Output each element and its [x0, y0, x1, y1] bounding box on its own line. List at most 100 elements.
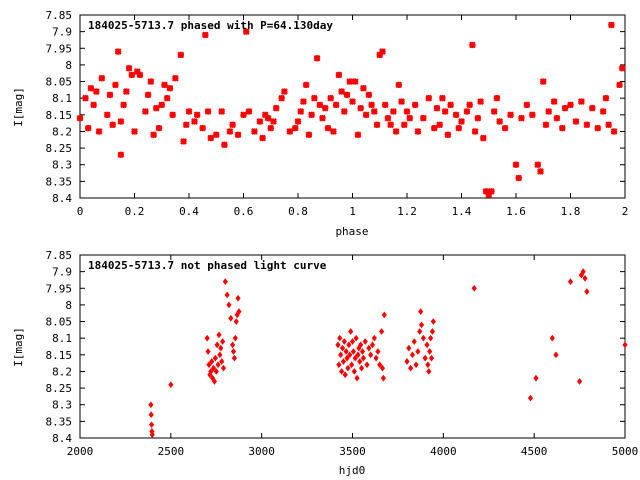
data-point	[232, 334, 238, 342]
data-point	[553, 114, 561, 122]
data-point	[349, 98, 356, 105]
y-axis-label: I[mag]	[12, 87, 25, 127]
data-point	[149, 431, 155, 439]
data-point	[230, 348, 237, 355]
data-point	[286, 128, 294, 135]
data-point	[212, 354, 218, 362]
data-point	[380, 374, 386, 382]
data-point	[216, 331, 222, 339]
data-point	[349, 361, 355, 369]
data-point	[161, 81, 168, 89]
data-point	[429, 328, 436, 335]
data-point	[471, 128, 479, 135]
data-point	[321, 104, 329, 112]
data-point	[507, 111, 514, 119]
data-point	[493, 94, 501, 102]
x-tick-label: 3500	[339, 445, 366, 458]
data-point	[208, 368, 214, 375]
data-point	[84, 124, 92, 132]
data-point	[87, 84, 95, 92]
data-point	[588, 104, 596, 112]
data-point	[305, 131, 313, 139]
x-tick-label: 0.8	[288, 205, 308, 218]
data-point	[327, 94, 335, 102]
data-point	[120, 101, 127, 109]
data-point	[357, 358, 363, 365]
data-point	[341, 338, 347, 345]
data-point	[354, 374, 360, 382]
data-point	[148, 411, 154, 419]
data-point	[351, 368, 357, 375]
data-point	[533, 374, 539, 382]
data-point	[384, 114, 392, 122]
data-point	[362, 111, 370, 119]
data-point	[359, 364, 365, 372]
data-point	[185, 108, 193, 115]
data-point	[125, 64, 133, 72]
data-point	[191, 118, 198, 125]
data-point	[109, 121, 117, 129]
data-point	[217, 351, 223, 359]
data-point	[357, 104, 364, 112]
data-point	[210, 364, 217, 372]
data-point	[251, 128, 258, 135]
data-point	[368, 351, 374, 359]
data-point	[471, 284, 477, 292]
data-point	[261, 111, 269, 119]
data-point	[376, 51, 384, 59]
data-point	[346, 78, 354, 85]
data-point	[370, 108, 378, 115]
data-point	[142, 108, 149, 115]
data-point	[335, 71, 343, 79]
data-point	[150, 131, 157, 139]
data-point	[233, 318, 239, 325]
data-point	[144, 91, 152, 99]
data-point	[169, 111, 176, 119]
y-tick-label: 8	[65, 299, 72, 312]
data-point	[377, 361, 383, 369]
data-point	[209, 358, 215, 365]
data-point	[330, 128, 337, 135]
data-point	[350, 348, 356, 355]
data-point	[82, 94, 89, 102]
data-point	[319, 114, 326, 122]
data-point	[93, 88, 100, 95]
data-point	[348, 328, 354, 335]
x-axis-label: phase	[335, 225, 368, 238]
data-point	[427, 348, 433, 355]
data-point	[411, 101, 419, 109]
data-point	[463, 108, 471, 115]
data-point	[212, 131, 220, 139]
data-point	[316, 101, 324, 109]
data-point	[523, 101, 531, 109]
data-point	[256, 118, 264, 125]
data-points	[76, 21, 626, 198]
data-point	[324, 124, 332, 132]
x-tick-label: 1	[349, 205, 356, 218]
y-tick-label: 8	[65, 59, 72, 72]
data-point	[529, 111, 536, 119]
data-point	[359, 348, 366, 355]
y-tick-label: 8.1	[52, 92, 72, 105]
data-point	[466, 101, 473, 109]
data-point	[76, 114, 84, 122]
data-point	[379, 48, 386, 55]
data-point	[542, 121, 550, 129]
data-point	[218, 108, 226, 115]
data-point	[220, 338, 226, 345]
data-point	[561, 104, 569, 112]
data-point	[441, 108, 449, 115]
data-point	[347, 351, 353, 359]
y-tick-label: 8.25	[46, 382, 73, 395]
data-point	[337, 334, 343, 342]
data-point	[469, 41, 476, 49]
data-point	[302, 81, 310, 89]
data-point	[221, 141, 228, 149]
chart-title: 184025-5713.7 not phased light curve	[88, 259, 327, 272]
data-point	[358, 341, 364, 349]
data-point	[213, 368, 219, 375]
data-point	[272, 104, 280, 112]
data-point	[300, 98, 307, 105]
data-point	[234, 131, 242, 139]
data-point	[339, 368, 345, 375]
